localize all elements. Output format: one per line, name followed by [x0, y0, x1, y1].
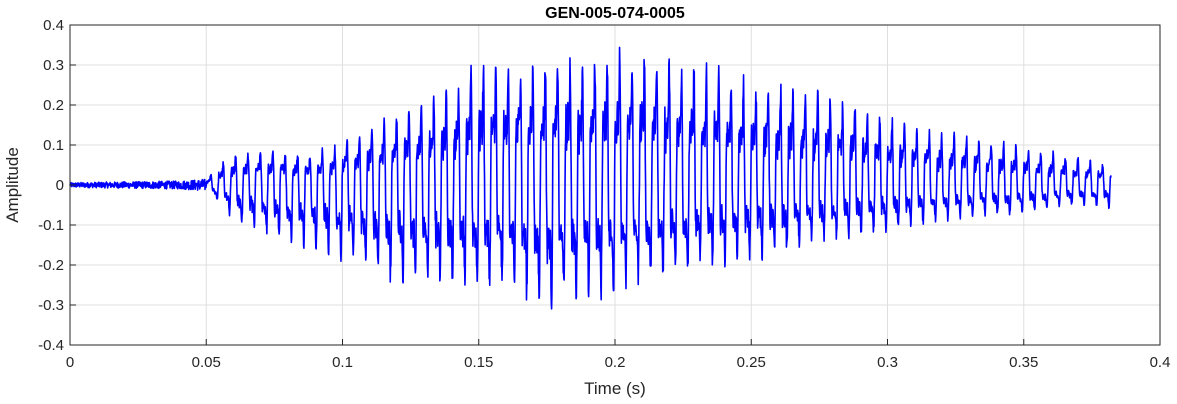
- x-tick-label: 0.2: [605, 354, 626, 371]
- x-axis-label: Time (s): [584, 379, 646, 398]
- y-tick-label: -0.1: [38, 217, 64, 234]
- y-tick-label: -0.3: [38, 297, 64, 314]
- y-tick-label: 0.2: [43, 97, 64, 114]
- x-tick-label: 0.4: [1150, 354, 1171, 371]
- x-tick-label: 0: [66, 354, 74, 371]
- x-tick-label: 0.05: [192, 354, 221, 371]
- y-axis-ticks: -0.4 -0.3 -0.2 -0.1 0 0.1 0.2 0.3 0.4: [38, 17, 76, 354]
- y-tick-label: -0.2: [38, 257, 64, 274]
- y-axis-label: Amplitude: [3, 147, 22, 223]
- y-tick-label: 0.1: [43, 137, 64, 154]
- y-tick-label: 0: [56, 177, 64, 194]
- waveform-series-line: [69, 46, 1112, 310]
- x-axis-ticks: 0 0.05 0.1 0.15 0.2 0.25 0.3 0.35 0.4: [66, 339, 1171, 371]
- x-tick-label: 0.1: [332, 354, 353, 371]
- y-tick-label: 0.3: [43, 57, 64, 74]
- x-tick-label: 0.35: [1009, 354, 1038, 371]
- y-tick-label: 0.4: [43, 17, 64, 34]
- series-layer: [69, 46, 1112, 310]
- x-tick-label: 0.15: [464, 354, 493, 371]
- chart-title: GEN-005-074-0005: [545, 5, 685, 22]
- x-tick-label: 0.3: [877, 354, 898, 371]
- y-tick-label: -0.4: [38, 337, 64, 354]
- x-tick-label: 0.25: [737, 354, 766, 371]
